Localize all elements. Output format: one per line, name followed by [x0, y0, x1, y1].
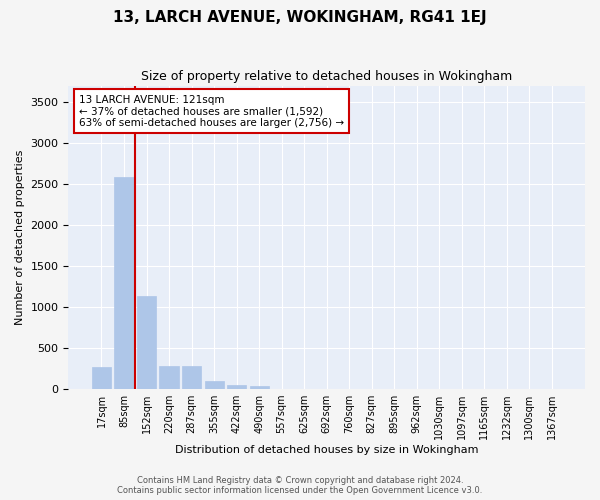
Bar — [205, 382, 224, 389]
Text: 13 LARCH AVENUE: 121sqm
← 37% of detached houses are smaller (1,592)
63% of semi: 13 LARCH AVENUE: 121sqm ← 37% of detache… — [79, 94, 344, 128]
Text: 13, LARCH AVENUE, WOKINGHAM, RG41 1EJ: 13, LARCH AVENUE, WOKINGHAM, RG41 1EJ — [113, 10, 487, 25]
Bar — [137, 296, 156, 389]
X-axis label: Distribution of detached houses by size in Wokingham: Distribution of detached houses by size … — [175, 445, 478, 455]
Bar — [227, 384, 246, 389]
Bar — [92, 367, 111, 389]
Bar — [160, 366, 179, 389]
Title: Size of property relative to detached houses in Wokingham: Size of property relative to detached ho… — [141, 70, 512, 83]
Bar — [250, 386, 269, 389]
Bar — [182, 366, 201, 389]
Bar — [115, 178, 134, 389]
Y-axis label: Number of detached properties: Number of detached properties — [15, 150, 25, 325]
Text: Contains HM Land Registry data © Crown copyright and database right 2024.
Contai: Contains HM Land Registry data © Crown c… — [118, 476, 482, 495]
